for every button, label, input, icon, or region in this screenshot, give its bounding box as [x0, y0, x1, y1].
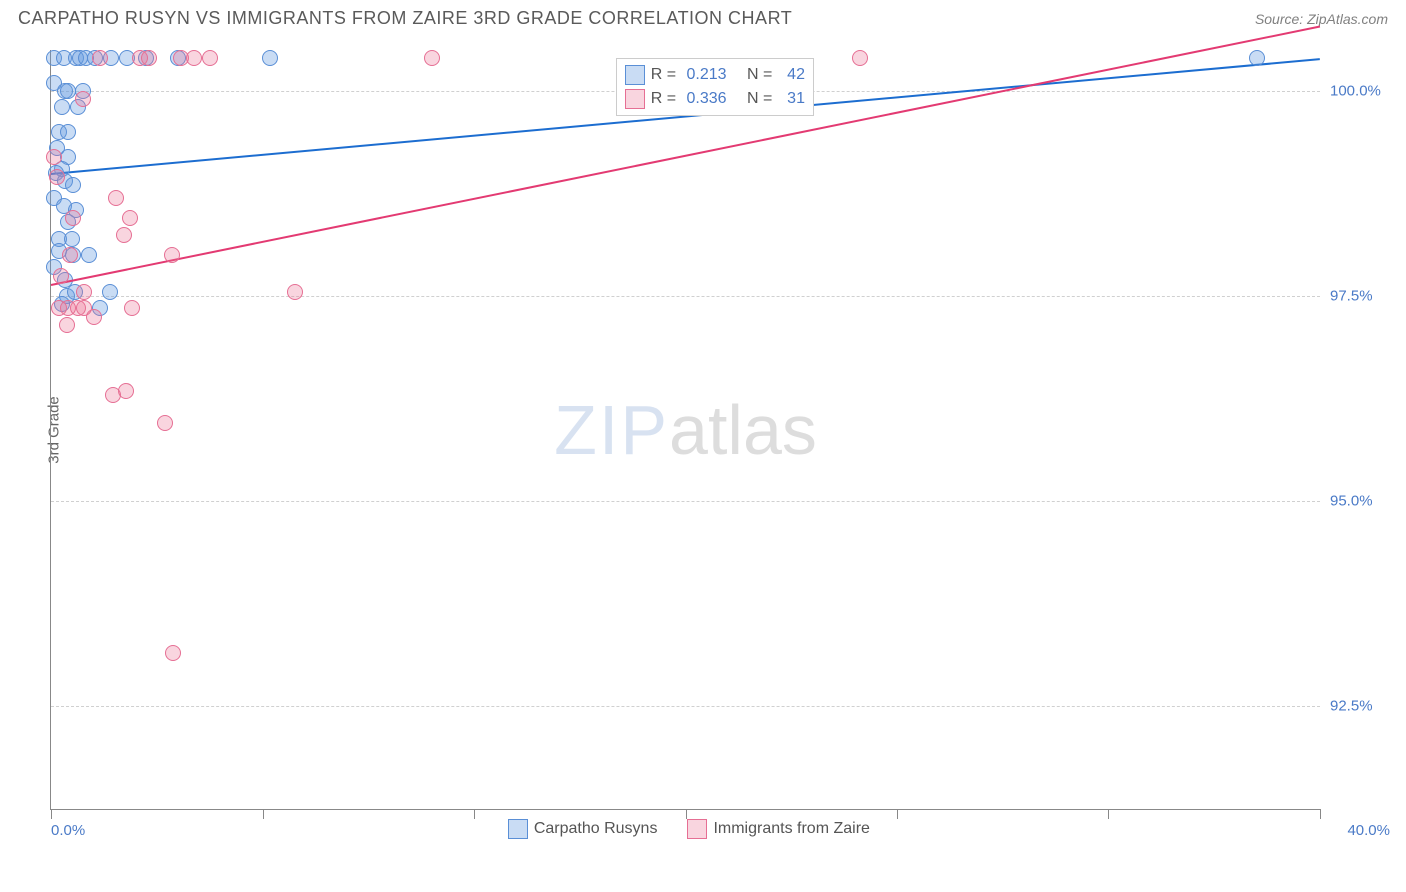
n-value: 31 [778, 90, 805, 108]
data-point [65, 177, 81, 193]
series-legend-item: Immigrants from Zaire [687, 817, 869, 841]
series-legend: Carpatho Rusyns Immigrants from Zaire [508, 817, 870, 841]
x-tick-label: 40.0% [1347, 822, 1390, 839]
data-point [186, 50, 202, 66]
data-point [108, 190, 124, 206]
data-point [46, 149, 62, 165]
data-point [287, 284, 303, 300]
r-label: R = [651, 66, 676, 84]
chart-header: CARPATHO RUSYN VS IMMIGRANTS FROM ZAIRE … [0, 0, 1406, 37]
plot-area: ZIPatlas 92.5%95.0%97.5%100.0%0.0%40.0%R… [50, 50, 1320, 810]
data-point [164, 247, 180, 263]
data-point [141, 50, 157, 66]
grid-line [51, 296, 1320, 297]
data-point [53, 268, 69, 284]
x-tick [1320, 809, 1321, 819]
data-point [60, 124, 76, 140]
legend-swatch [625, 89, 645, 109]
data-point [116, 227, 132, 243]
x-tick [263, 809, 264, 819]
data-point [76, 284, 92, 300]
chart-container: 3rd Grade ZIPatlas 92.5%95.0%97.5%100.0%… [50, 50, 1320, 810]
data-point [64, 231, 80, 247]
r-value: 0.336 [682, 90, 732, 108]
data-point [86, 309, 102, 325]
data-point [102, 284, 118, 300]
series-name: Immigrants from Zaire [713, 820, 869, 838]
data-point [81, 247, 97, 263]
stats-legend: R = 0.213 N = 42R = 0.336 N = 31 [616, 58, 814, 116]
legend-swatch [508, 819, 528, 839]
data-point [54, 99, 70, 115]
watermark-zip: ZIP [554, 391, 669, 469]
data-point [202, 50, 218, 66]
data-point [49, 169, 65, 185]
y-tick-label: 97.5% [1330, 288, 1390, 305]
n-label: N = [738, 90, 772, 108]
data-point [1249, 50, 1265, 66]
series-name: Carpatho Rusyns [534, 820, 658, 838]
r-value: 0.213 [682, 66, 732, 84]
stats-legend-row: R = 0.336 N = 31 [625, 87, 805, 111]
data-point [92, 50, 108, 66]
data-point [62, 247, 78, 263]
x-tick [1108, 809, 1109, 819]
watermark: ZIPatlas [554, 390, 817, 470]
grid-line [51, 501, 1320, 502]
n-value: 42 [778, 66, 805, 84]
data-point [59, 317, 75, 333]
data-point [157, 415, 173, 431]
data-point [65, 210, 81, 226]
data-point [262, 50, 278, 66]
x-tick [51, 809, 52, 819]
data-point [105, 387, 121, 403]
data-point [852, 50, 868, 66]
x-tick-label: 0.0% [51, 822, 85, 839]
grid-line [51, 706, 1320, 707]
data-point [165, 645, 181, 661]
source-attribution: Source: ZipAtlas.com [1255, 11, 1388, 27]
data-point [424, 50, 440, 66]
source-name: ZipAtlas.com [1307, 11, 1388, 27]
chart-title: CARPATHO RUSYN VS IMMIGRANTS FROM ZAIRE … [18, 8, 792, 29]
data-point [122, 210, 138, 226]
watermark-atlas: atlas [669, 391, 817, 469]
y-tick-label: 100.0% [1330, 83, 1390, 100]
data-point [124, 300, 140, 316]
x-tick [474, 809, 475, 819]
source-label: Source: [1255, 11, 1307, 27]
r-label: R = [651, 90, 676, 108]
y-tick-label: 95.0% [1330, 493, 1390, 510]
legend-swatch [625, 65, 645, 85]
legend-swatch [687, 819, 707, 839]
data-point [75, 91, 91, 107]
series-legend-item: Carpatho Rusyns [508, 817, 658, 841]
y-tick-label: 92.5% [1330, 698, 1390, 715]
x-tick [897, 809, 898, 819]
n-label: N = [738, 66, 772, 84]
stats-legend-row: R = 0.213 N = 42 [625, 63, 805, 87]
